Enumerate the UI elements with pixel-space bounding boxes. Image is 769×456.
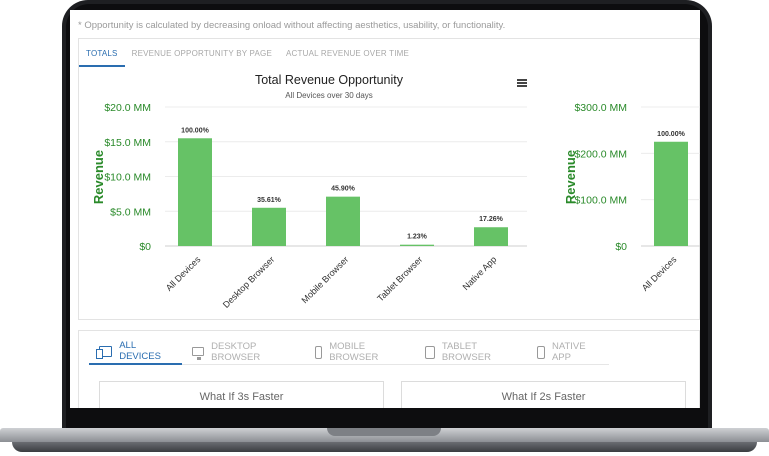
opportunity-note: * Opportunity is calculated by decreasin… [78,20,506,31]
tab-actual-revenue[interactable]: ACTUAL REVENUE OVER TIME [286,49,410,58]
y-tick-label: $0 [139,241,151,253]
tab-all-devices[interactable]: ALL DEVICES [89,339,182,365]
screen: * Opportunity is calculated by decreasin… [70,10,700,408]
laptop-notch [327,428,441,436]
y-tick-label: $5.0 MM [110,206,151,218]
tab-totals[interactable]: TOTALS [79,39,125,67]
y-tick-label: $100.0 MM [574,195,627,207]
native-app-icon [536,345,545,359]
y-tick-label: $20.0 MM [104,102,151,114]
bar [326,196,360,246]
whatif-2s-label: What If 2s Faster [501,391,586,403]
x-tick-label: Tablet Browser [375,254,424,303]
bar-data-label: 1.23% [407,234,428,241]
tab-tablet-browser[interactable]: TABLET BROWSER [415,339,527,365]
bar [178,138,212,246]
chart-tabs: TOTALS REVENUE OPPORTUNITY BY PAGE ACTUA… [79,39,416,67]
tab-tablet-label: TABLET BROWSER [441,341,491,363]
desktop-icon [191,346,205,360]
y-tick-label: $0 [615,241,627,253]
bar-data-label: 17.26% [479,216,504,223]
chart-subtitle: All Devices over 30 days [285,91,373,100]
tab-desktop-browser[interactable]: DESKTOP BROWSER [182,339,305,365]
bar [252,207,286,246]
all-devices-icon [95,345,113,359]
x-tick-label: All Devices [640,254,679,293]
whatif-3s-panel[interactable]: What If 3s Faster [99,381,384,408]
bar-data-label: 35.61% [257,197,282,204]
hamburger-menu-icon[interactable] [517,79,527,87]
tab-all-devices-label: ALL DEVICES [119,340,161,362]
x-tick-label: Mobile Browser [299,254,350,305]
bar [474,227,508,246]
chart-card: TOTALS REVENUE OPPORTUNITY BY PAGE ACTUA… [78,38,700,320]
device-tabs: ALL DEVICES DESKTOP BROWSER MOBILE BROWS… [89,339,609,365]
y-tick-label: $10.0 MM [104,172,151,184]
bar-data-label: 100.00% [181,127,209,134]
whatif-3s-label: What If 3s Faster [199,391,284,403]
y-tick-label: $300.0 MM [574,102,627,114]
tab-revenue-by-page[interactable]: REVENUE OPPORTUNITY BY PAGE [131,49,272,58]
chart-title: Total Revenue Opportunity [254,73,403,87]
bar-data-label: 100.00% [657,131,685,138]
tablet-icon [425,345,435,359]
bar [654,141,688,246]
device-card: ALL DEVICES DESKTOP BROWSER MOBILE BROWS… [78,330,700,408]
y-tick-label: $200.0 MM [574,148,627,160]
revenue-charts: $0 $5.0 MM $10.0 MM $15.0 MM $20.0 MM Revenue… [91,102,700,310]
tab-native-label: NATIVE APP [551,341,586,363]
tab-desktop-label: DESKTOP BROWSER [211,341,261,363]
tab-native-app[interactable]: NATIVE APP [527,339,609,365]
tab-mobile-browser[interactable]: MOBILE BROWSER [305,339,415,365]
y-axis-title: Revenue [563,150,578,204]
bar [400,244,434,246]
y-axis-title: Revenue [91,150,106,204]
y-tick-label: $15.0 MM [104,137,151,149]
bar-data-label: 45.90% [331,186,356,193]
x-tick-label: Desktop Browser [221,254,277,310]
whatif-2s-panel[interactable]: What If 2s Faster [401,381,686,408]
x-tick-label: Native App [461,254,499,292]
tab-mobile-label: MOBILE BROWSER [329,341,379,363]
x-tick-label: All Devices [164,254,203,293]
mobile-icon [315,345,323,359]
